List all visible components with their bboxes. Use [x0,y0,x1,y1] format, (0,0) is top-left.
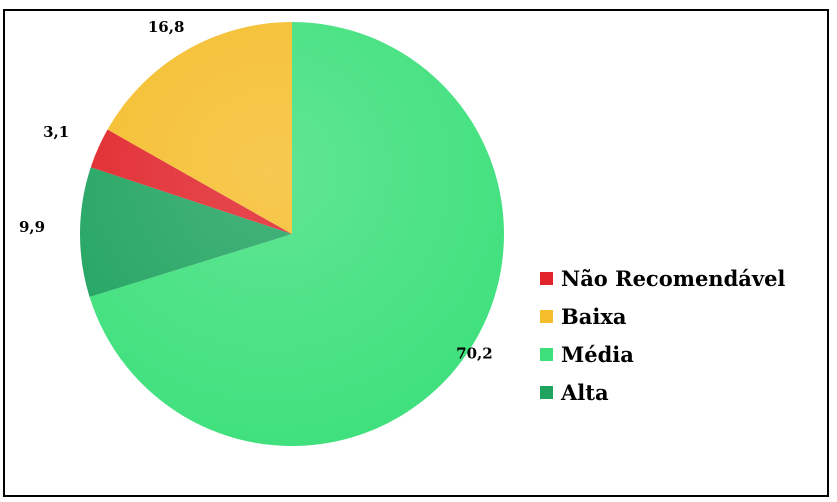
legend-label-media: Média [561,341,634,367]
data-label-media: 70,2 [456,345,493,363]
legend-swatch-baixa [540,309,553,323]
pie-chart: 70,2 9,9 3,1 16,8 [19,18,504,447]
legend-swatch-nao-recomendavel [540,271,553,285]
data-label-nao-recomendavel: 3,1 [43,123,69,141]
legend-swatch-media [540,347,553,361]
legend-item-baixa: Baixa [540,297,785,335]
legend-item-alta: Alta [540,373,785,411]
legend-label-alta: Alta [561,379,609,405]
data-label-alta: 9,9 [19,218,45,236]
legend-item-media: Média [540,335,785,373]
pie-sheen [80,22,504,446]
legend-label-nao-recomendavel: Não Recomendável [561,265,786,291]
legend-label-baixa: Baixa [561,303,627,329]
data-label-baixa: 16,8 [148,18,185,36]
legend-swatch-alta [540,385,553,399]
legend: Não Recomendável Baixa Média Alta [540,259,785,411]
legend-item-nao-recomendavel: Não Recomendável [540,259,785,297]
chart-frame: 70,2 9,9 3,1 16,8 Não Recomendável Baixa Mé… [3,9,829,497]
